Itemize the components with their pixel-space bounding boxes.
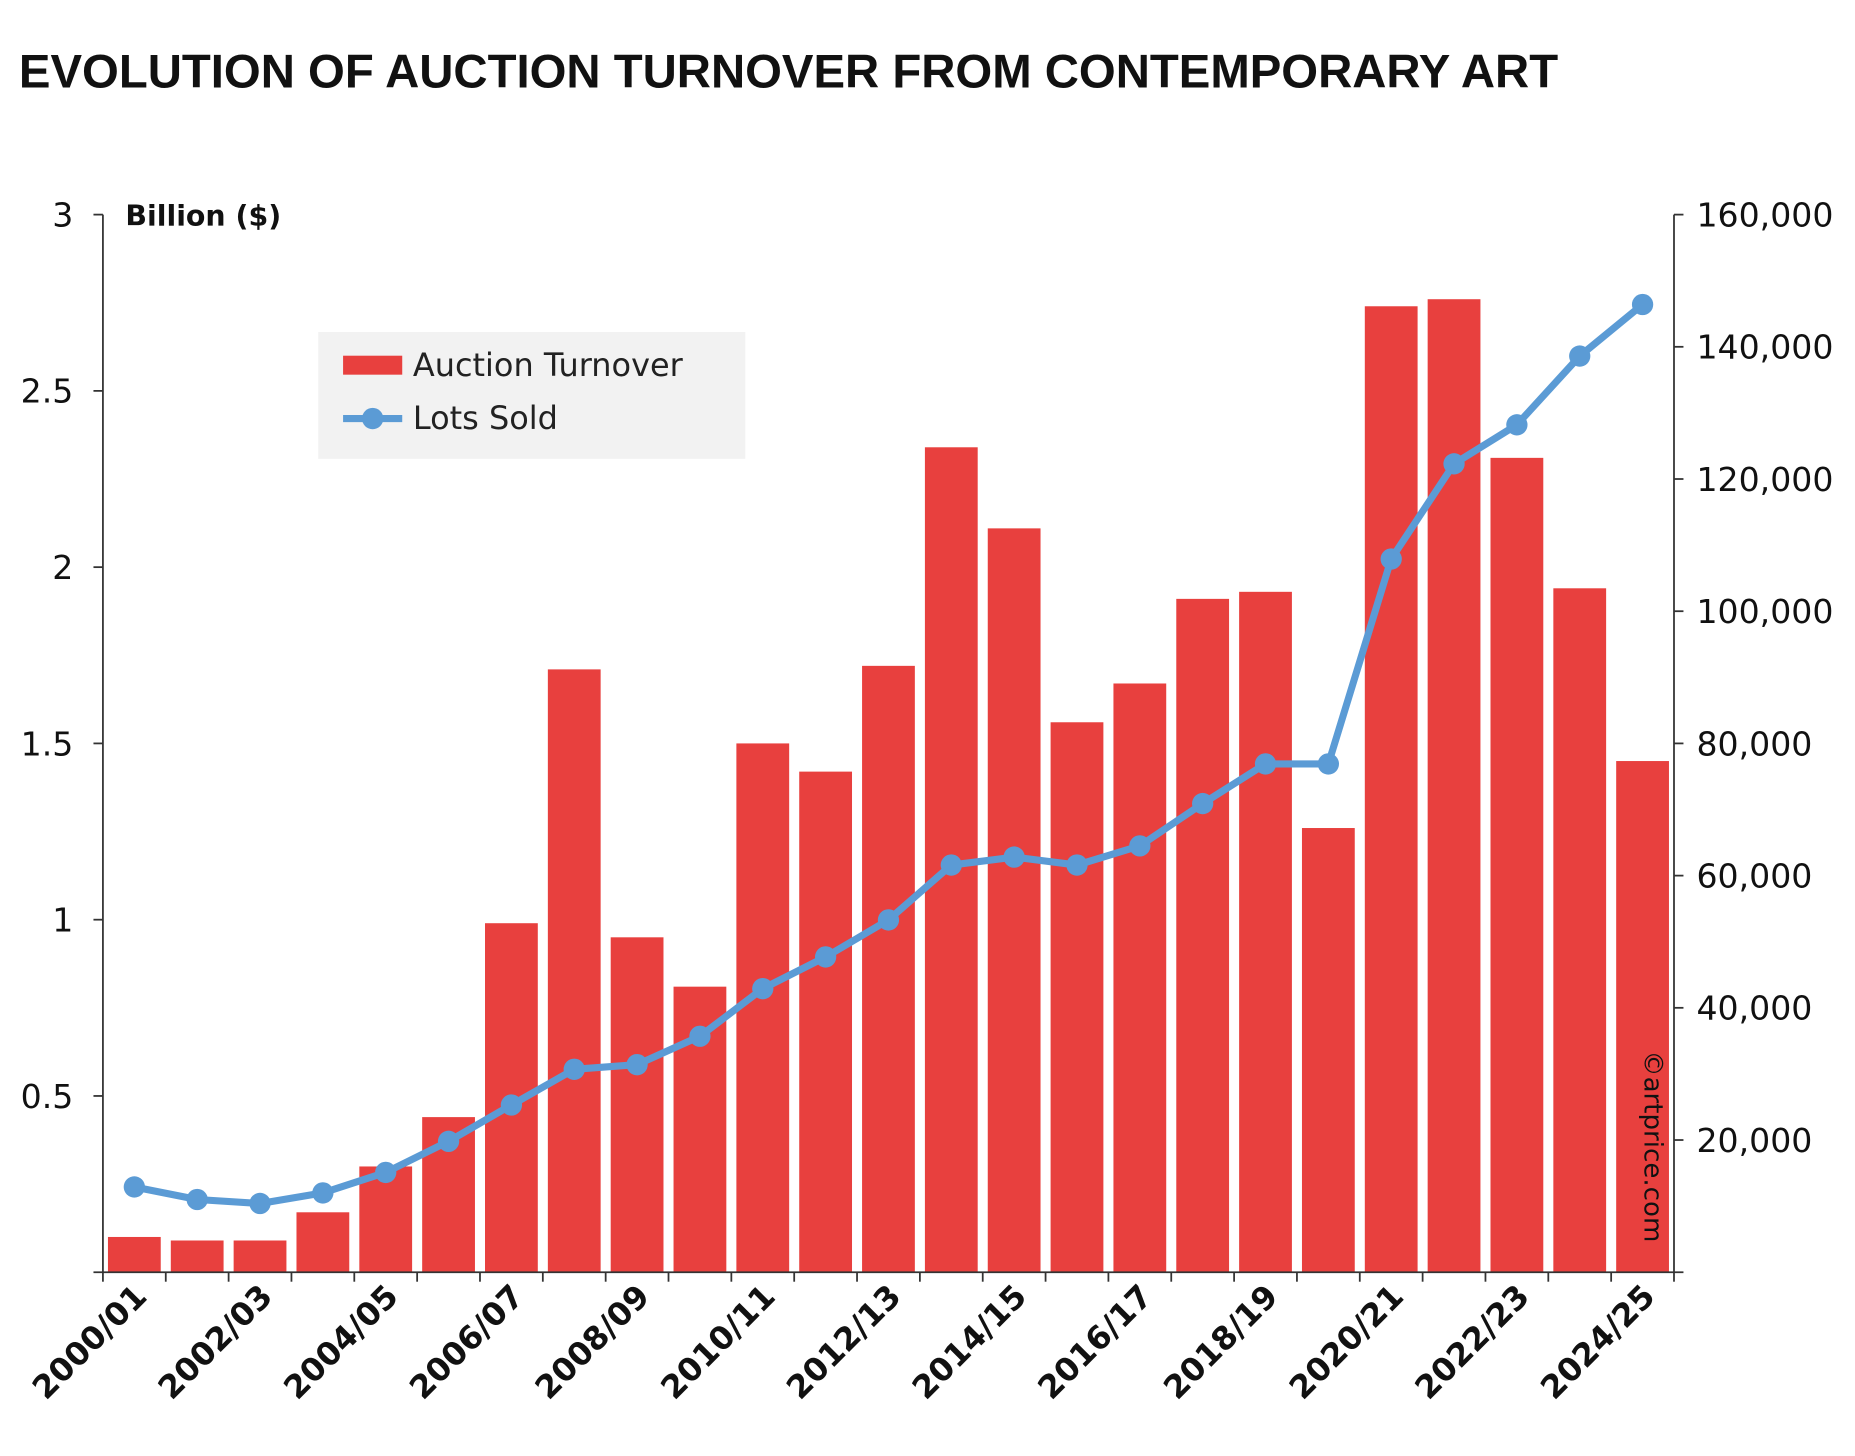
bar-2002-03 bbox=[233, 1240, 287, 1273]
right-tick-label: 20,000 bbox=[1696, 1121, 1812, 1160]
lots-point-2006-07 bbox=[500, 1094, 523, 1116]
x-tick-label: 2004/05 bbox=[276, 1277, 405, 1407]
bar-2008-09 bbox=[610, 937, 664, 1273]
bar-2007-08 bbox=[547, 669, 601, 1273]
right-tick-label: 80,000 bbox=[1696, 724, 1812, 763]
lots-point-2005-06 bbox=[437, 1130, 460, 1153]
bar-2019-20 bbox=[1301, 828, 1355, 1273]
lots-point-2014-15 bbox=[1003, 846, 1025, 868]
right-tick-label: 120,000 bbox=[1696, 460, 1833, 499]
lots-point-2018-19 bbox=[1254, 753, 1277, 775]
x-tick-label: 2010/11 bbox=[653, 1277, 782, 1407]
bar-2016-17 bbox=[1113, 683, 1167, 1273]
x-tick-label: 2024/25 bbox=[1533, 1277, 1662, 1407]
lots-line-layer bbox=[123, 293, 1654, 1215]
right-tick-label: 160,000 bbox=[1696, 195, 1833, 234]
bar-2001-02 bbox=[170, 1240, 224, 1273]
right-tick-label: 100,000 bbox=[1696, 592, 1833, 631]
bar-2017-18 bbox=[1176, 598, 1230, 1273]
x-tick-label: 2018/19 bbox=[1156, 1277, 1285, 1407]
x-tick-label: 2022/23 bbox=[1407, 1277, 1536, 1407]
bar-2004-05 bbox=[359, 1166, 413, 1273]
bar-2020-21 bbox=[1364, 306, 1418, 1273]
copyright: ©artprice.com bbox=[1637, 1051, 1667, 1243]
bar-2014-15 bbox=[987, 528, 1041, 1273]
right-tick-label: 140,000 bbox=[1696, 328, 1833, 367]
lots-point-2021-22 bbox=[1443, 453, 1465, 475]
lots-point-2001-02 bbox=[186, 1188, 208, 1211]
right-tick-label: 60,000 bbox=[1696, 856, 1812, 895]
legend: Auction Turnover Lots Sold bbox=[318, 331, 746, 459]
x-tick-label: 2002/03 bbox=[151, 1277, 280, 1407]
left-tick-label: 1.5 bbox=[21, 724, 74, 763]
lots-point-2000-01 bbox=[123, 1176, 145, 1198]
lots-point-2017-18 bbox=[1192, 792, 1214, 815]
legend-swatch-lots-marker bbox=[362, 407, 384, 430]
legend-swatch-turnover bbox=[343, 355, 403, 375]
left-axis-unit: Billion ($) bbox=[125, 199, 281, 232]
x-tick-label: 2014/15 bbox=[905, 1277, 1034, 1407]
bar-2000-01 bbox=[107, 1236, 161, 1273]
bar-2015-16 bbox=[1050, 722, 1104, 1273]
left-tick-label: 0.5 bbox=[21, 1077, 74, 1116]
bars-layer bbox=[107, 299, 1669, 1273]
lots-point-2003-04 bbox=[312, 1182, 334, 1204]
left-tick-label: 1 bbox=[52, 901, 73, 940]
lots-point-2016-17 bbox=[1129, 835, 1151, 857]
x-tick-label: 2008/09 bbox=[528, 1277, 657, 1407]
left-tick-label: 2.5 bbox=[21, 372, 74, 411]
legend-label-turnover: Auction Turnover bbox=[413, 346, 684, 384]
legend-label-lots: Lots Sold bbox=[413, 399, 558, 437]
x-tick-label: 2006/07 bbox=[402, 1277, 531, 1407]
lots-point-2023-24 bbox=[1569, 345, 1591, 367]
lots-point-2022-23 bbox=[1506, 414, 1528, 436]
lots-point-2019-20 bbox=[1317, 753, 1340, 775]
lots-point-2013-14 bbox=[940, 854, 962, 876]
lots-point-2024-25 bbox=[1631, 293, 1654, 316]
x-tick-label: 2020/21 bbox=[1282, 1277, 1411, 1407]
bar-2024-25 bbox=[1616, 761, 1669, 1273]
lots-point-2011-12 bbox=[814, 946, 837, 968]
right-tick-label: 40,000 bbox=[1696, 989, 1812, 1028]
lots-point-2007-08 bbox=[563, 1058, 585, 1080]
chart-title: EVOLUTION OF AUCTION TURNOVER FROM CONTE… bbox=[19, 46, 1558, 99]
x-tick-label: 2016/17 bbox=[1030, 1277, 1159, 1407]
bar-2011-12 bbox=[799, 771, 853, 1273]
bar-2021-22 bbox=[1427, 299, 1481, 1273]
lots-point-2010-11 bbox=[752, 977, 774, 1000]
left-tick-label: 3 bbox=[52, 195, 73, 234]
bar-2022-23 bbox=[1490, 457, 1544, 1273]
bar-2023-24 bbox=[1553, 588, 1607, 1273]
x-tick-label: 2012/13 bbox=[779, 1277, 908, 1407]
bar-2003-04 bbox=[296, 1212, 350, 1273]
lots-point-2009-10 bbox=[689, 1025, 711, 1047]
left-tick-label: 2 bbox=[52, 548, 73, 587]
lots-point-2002-03 bbox=[249, 1192, 271, 1215]
lots-point-2012-13 bbox=[877, 909, 900, 931]
lots-point-2015-16 bbox=[1066, 854, 1088, 876]
bar-2012-13 bbox=[862, 665, 915, 1273]
legend-background bbox=[318, 331, 746, 459]
bar-2010-11 bbox=[736, 743, 790, 1273]
lots-point-2020-21 bbox=[1380, 548, 1402, 570]
bar-2018-19 bbox=[1239, 591, 1292, 1273]
x-tick-label: 2000/01 bbox=[25, 1277, 154, 1407]
lots-point-2004-05 bbox=[375, 1161, 397, 1184]
lots-point-2008-09 bbox=[626, 1053, 648, 1076]
